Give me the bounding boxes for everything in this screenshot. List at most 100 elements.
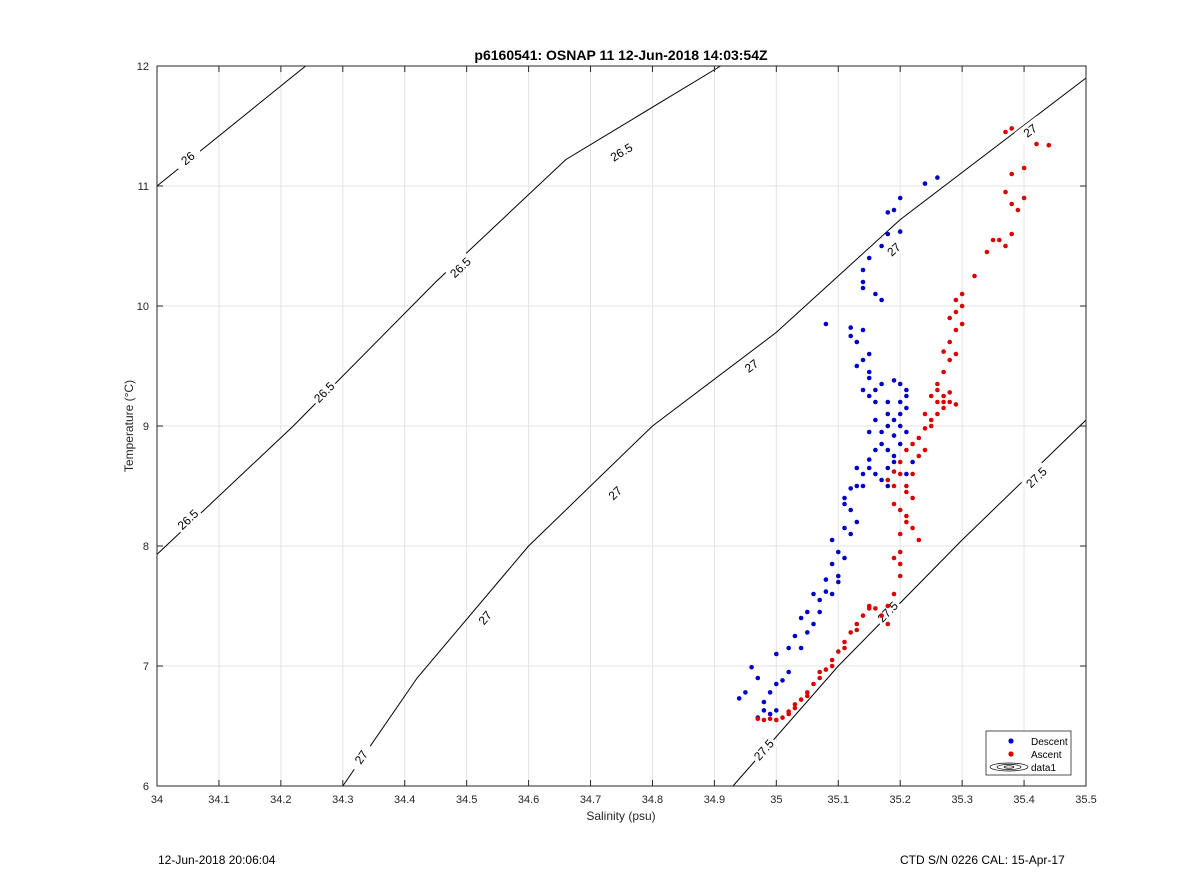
- data-point: [842, 501, 847, 507]
- data-point: [848, 630, 853, 635]
- data-point: [959, 291, 965, 297]
- data-point: [953, 402, 959, 407]
- data-point: [866, 255, 872, 261]
- contour-label-bg: [605, 138, 638, 166]
- data-point: [736, 696, 742, 701]
- data-point: [897, 229, 903, 234]
- data-point: [953, 309, 959, 315]
- x-tick-label: 34.7: [580, 794, 601, 806]
- data-point: [885, 465, 891, 471]
- data-point: [910, 525, 915, 531]
- chart-title: p6160541: OSNAP 11 12-Jun-2018 14:03:54Z: [474, 47, 768, 63]
- data-point: [904, 447, 909, 453]
- data-point: [897, 381, 903, 387]
- contour-label-bg: [748, 734, 779, 766]
- data-point: [997, 237, 1002, 243]
- data-point: [767, 716, 773, 722]
- data-point: [904, 471, 909, 477]
- data-point: [866, 465, 872, 471]
- data-point: [786, 645, 791, 651]
- data-point: [866, 393, 872, 399]
- contour-label-bg: [470, 602, 500, 634]
- data-point: [891, 417, 897, 423]
- data-point: [879, 381, 884, 387]
- data-point: [823, 577, 829, 582]
- data-point: [891, 378, 897, 383]
- data-point: [885, 210, 891, 215]
- data-point: [761, 708, 767, 713]
- data-point: [848, 486, 853, 491]
- data-point: [817, 675, 822, 681]
- data-point: [854, 627, 860, 633]
- legend-marker-contour: [989, 762, 1029, 772]
- data-point: [935, 399, 940, 405]
- data-point: [953, 327, 959, 333]
- data-point: [910, 471, 915, 477]
- data-point: [854, 621, 860, 627]
- data-point: [743, 690, 748, 695]
- isopycnal-line: [342, 77, 1087, 787]
- data-point: [854, 519, 860, 525]
- data-point: [897, 441, 903, 447]
- data-point: [935, 381, 940, 387]
- data-point: [860, 613, 866, 618]
- data-point: [941, 349, 946, 354]
- contour-label-bg: [872, 596, 903, 627]
- data-point: [842, 555, 847, 561]
- data-point: [897, 531, 903, 537]
- data-point: [854, 339, 860, 345]
- data-point: [897, 411, 903, 417]
- y-tick-label: 9: [143, 421, 149, 433]
- contour-label-bg: [599, 477, 631, 508]
- x-tick-label: 35.1: [828, 794, 849, 806]
- data-point: [910, 459, 915, 465]
- data-point: [774, 708, 779, 713]
- data-point: [972, 273, 977, 279]
- x-tick-label: 35.2: [889, 794, 910, 806]
- legend-label-ascent: Ascent: [1031, 750, 1062, 761]
- data-point: [879, 613, 884, 618]
- data-point: [798, 645, 804, 651]
- data-point: [805, 609, 810, 615]
- data-point: [904, 513, 909, 519]
- data-point: [928, 417, 934, 423]
- data-point: [761, 699, 767, 705]
- data-point: [897, 471, 903, 477]
- data-point: [873, 291, 878, 297]
- data-point: [891, 459, 897, 465]
- data-point: [947, 357, 952, 363]
- data-point: [984, 249, 990, 255]
- x-tick-label: 34.9: [704, 794, 725, 806]
- footer-ctd-calibration: CTD S/N 0226 CAL: 15-Apr-17: [900, 853, 1065, 867]
- data-point: [916, 435, 922, 441]
- data-point: [842, 639, 847, 645]
- data-point: [947, 315, 952, 321]
- data-point: [1021, 165, 1027, 171]
- data-points: [736, 126, 1052, 723]
- data-point: [891, 469, 897, 474]
- data-point: [1009, 171, 1014, 177]
- data-point: [1021, 195, 1027, 201]
- data-point: [910, 495, 915, 501]
- data-point: [817, 669, 822, 675]
- data-point: [866, 369, 872, 375]
- data-point: [885, 411, 891, 417]
- data-point: [860, 357, 866, 363]
- data-point: [891, 501, 897, 507]
- data-point: [792, 702, 798, 707]
- y-tick-label: 12: [137, 61, 149, 73]
- data-point: [885, 423, 891, 429]
- data-point: [873, 417, 878, 423]
- data-point: [848, 325, 853, 330]
- x-tick-label: 35.3: [951, 794, 972, 806]
- data-point: [1003, 243, 1008, 249]
- data-point: [879, 297, 884, 303]
- data-point: [792, 633, 798, 639]
- data-point: [848, 531, 853, 537]
- legend-label-descent: Descent: [1031, 737, 1068, 748]
- data-point: [780, 715, 785, 720]
- data-point: [860, 387, 866, 393]
- data-point: [922, 181, 928, 186]
- data-point: [904, 429, 909, 435]
